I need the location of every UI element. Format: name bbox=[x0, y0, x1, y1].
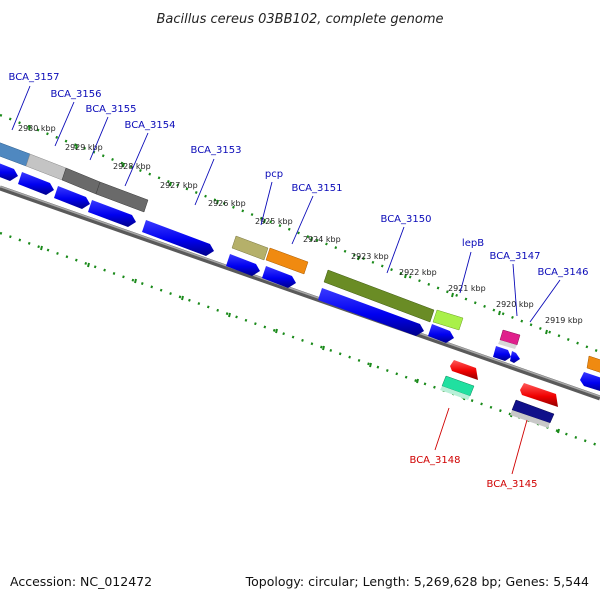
kbp-label: 2923 kbp bbox=[351, 252, 389, 261]
gene-label-bca-3146[interactable]: BCA_3146 bbox=[538, 267, 589, 278]
feature-band-bca-3146 bbox=[586, 355, 600, 373]
reverse-gene-labels: BCA_3148 BCA_3145 bbox=[410, 455, 538, 490]
feature-band-lepb bbox=[432, 309, 464, 331]
kbp-label: 2927 kbp bbox=[160, 181, 198, 190]
kbp-label: 2926 kbp bbox=[208, 199, 246, 208]
feature-band-bca-3148-b bbox=[440, 386, 470, 400]
feature-band-bca-3147-b bbox=[498, 340, 517, 349]
kbp-label: 2925 kbp bbox=[255, 217, 293, 226]
kbp-labels: 2930 kbp 2929 kbp 2928 kbp 2927 kbp 2926… bbox=[18, 124, 583, 325]
forward-leader-lines bbox=[11, 85, 561, 323]
forward-major-ticks bbox=[28, 125, 548, 335]
kbp-label: 2928 kbp bbox=[113, 162, 151, 171]
kbp-label: 2922 kbp bbox=[399, 268, 437, 277]
gene-label-bca-3156[interactable]: BCA_3156 bbox=[51, 89, 102, 100]
kbp-label: 2919 kbp bbox=[545, 316, 583, 325]
gene-label-bca-3157[interactable]: BCA_3157 bbox=[9, 72, 60, 83]
genome-summary-text: Topology: circular; Length: 5,269,628 bp… bbox=[245, 574, 589, 589]
feature-band-bca-3145-b bbox=[510, 410, 550, 428]
reverse-tick-track bbox=[0, 231, 600, 448]
gene-arrow-bca-3151[interactable] bbox=[262, 266, 296, 288]
kbp-label: 2921 kbp bbox=[448, 284, 486, 293]
gene-label-bca-3147[interactable]: BCA_3147 bbox=[490, 251, 541, 262]
gene-arrow-bca-3153[interactable] bbox=[142, 220, 214, 256]
forward-gene-arrows bbox=[0, 162, 600, 392]
feature-band-bca-3151 bbox=[265, 247, 309, 275]
genome-title: Bacillus cereus 03BB102, complete genome bbox=[156, 12, 443, 27]
accession-text: Accession: NC_012472 bbox=[10, 574, 152, 589]
gene-arrow-bca-3147b[interactable] bbox=[510, 351, 520, 363]
gene-arrow-bca-3145[interactable] bbox=[520, 383, 558, 407]
forward-gene-labels: BCA_3157 BCA_3156 BCA_3155 BCA_3154 BCA_… bbox=[9, 72, 589, 278]
gene-arrow-bca-3155[interactable] bbox=[54, 186, 90, 209]
gene-arrow-bca-3154[interactable] bbox=[88, 200, 136, 227]
gene-label-bca-3154[interactable]: BCA_3154 bbox=[125, 120, 176, 131]
gene-arrow-bca-3148[interactable] bbox=[450, 360, 478, 380]
feature-band-bca-3150 bbox=[323, 269, 435, 323]
gene-label-bca-3148[interactable]: BCA_3148 bbox=[410, 455, 461, 466]
gene-label-bca-3155[interactable]: BCA_3155 bbox=[86, 104, 137, 115]
gene-label-pcp[interactable]: pcp bbox=[265, 169, 283, 180]
feature-band-bca-3157 bbox=[0, 142, 31, 167]
gene-arrow-bca-3157[interactable] bbox=[0, 162, 18, 181]
gene-label-bca-3145[interactable]: BCA_3145 bbox=[487, 479, 538, 490]
gene-label-lepb[interactable]: lepB bbox=[462, 238, 484, 249]
kbp-label: 2920 kbp bbox=[496, 300, 534, 309]
reverse-leader-lines bbox=[434, 407, 528, 475]
gene-arrow-bca-3150[interactable] bbox=[318, 288, 424, 336]
gene-arrow-pcp[interactable] bbox=[226, 254, 260, 276]
kbp-label: 2924 kbp bbox=[303, 235, 341, 244]
genome-backbone bbox=[0, 185, 600, 401]
genome-backbone-highlight bbox=[0, 185, 600, 398]
kbp-label: 2929 kbp bbox=[65, 143, 103, 152]
gene-arrow-bca-3147[interactable] bbox=[493, 346, 511, 361]
feature-band-bca-3154 bbox=[95, 181, 149, 213]
gene-arrow-lepb[interactable] bbox=[428, 324, 454, 343]
kbp-label: 2930 kbp bbox=[18, 124, 56, 133]
feature-band-pcp bbox=[231, 235, 269, 261]
gene-feature-bands bbox=[0, 142, 600, 373]
gene-arrow-bca-3156[interactable] bbox=[18, 172, 54, 195]
gene-label-bca-3151[interactable]: BCA_3151 bbox=[292, 183, 343, 194]
reverse-gene-features bbox=[440, 360, 558, 428]
gene-arrow-bca-3146[interactable] bbox=[580, 372, 600, 392]
gene-label-bca-3150[interactable]: BCA_3150 bbox=[381, 214, 432, 225]
gene-label-bca-3153[interactable]: BCA_3153 bbox=[191, 145, 242, 156]
